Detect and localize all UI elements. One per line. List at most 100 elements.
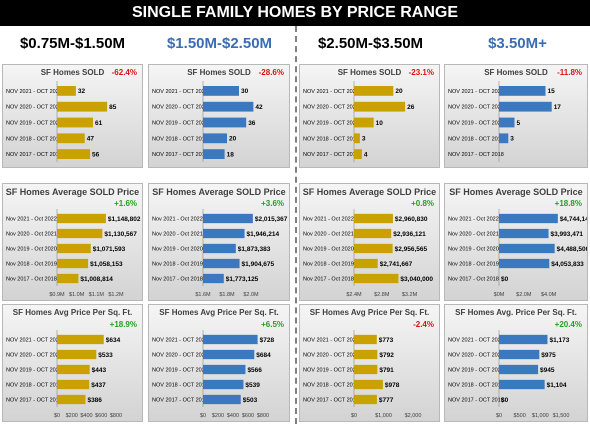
data-label: $2,960,830 bbox=[395, 216, 428, 223]
chart-title: SF Homes Avg. Price Per Sq. Ft. bbox=[455, 308, 577, 317]
chart-panel-avg-price-3: SF Homes Average SOLD Price +18.8% Nov 2… bbox=[444, 183, 588, 301]
category-label: NOV 2021 - OCT 2022 bbox=[448, 89, 504, 95]
chart-panel-sold-2: SF Homes SOLD -23.1% NOV 2021 - OCT 2022… bbox=[299, 64, 440, 168]
bar bbox=[57, 379, 90, 390]
tick-label: $0M bbox=[494, 292, 505, 298]
data-label: 20 bbox=[395, 88, 403, 95]
data-label: $1,058,153 bbox=[90, 261, 123, 268]
chart-panel-avg-price-1: SF Homes Average SOLD Price +3.6% Nov 20… bbox=[148, 183, 290, 301]
bar-chart-svg: NOV 2021 - OCT 2022 $728 NOV 2020 - OCT 20… bbox=[152, 330, 274, 419]
bar bbox=[203, 394, 241, 405]
data-label: 56 bbox=[92, 151, 100, 158]
data-label: $503 bbox=[243, 397, 258, 404]
bar bbox=[354, 101, 406, 112]
tick-label: $1,000 bbox=[532, 413, 549, 419]
category-label: NOV 2020 - OCT 2021 bbox=[6, 105, 62, 111]
data-label: $566 bbox=[247, 367, 262, 374]
category-label: NOV 2020 - OCT 2021 bbox=[152, 105, 208, 111]
column-header-1: $1.50M-$2.50M bbox=[166, 35, 273, 52]
data-label: $437 bbox=[91, 382, 106, 389]
data-label: 10 bbox=[376, 120, 384, 127]
bar bbox=[203, 213, 253, 224]
tick-label: $2,000 bbox=[405, 413, 422, 419]
tick-label: $600 bbox=[95, 413, 107, 419]
data-label: $1,773,125 bbox=[226, 276, 259, 283]
tick-label: $1,500 bbox=[553, 413, 570, 419]
change-percent: -11.8% bbox=[557, 68, 582, 77]
category-label: NOV 2019 - OCT 2020 bbox=[303, 368, 359, 374]
bar bbox=[57, 213, 106, 224]
bar bbox=[354, 117, 374, 128]
bar bbox=[499, 86, 546, 96]
category-label: Nov 2021 - Oct 2022 bbox=[6, 217, 57, 223]
category-label: Nov 2019 - Oct 2020 bbox=[6, 247, 57, 253]
bar bbox=[203, 273, 224, 284]
category-label: NOV 2017 - OCT 2018 bbox=[303, 152, 359, 158]
bar bbox=[499, 133, 509, 144]
chart-panel-sold-3: SF Homes SOLD -11.8% NOV 2021 - OCT 2022… bbox=[444, 64, 588, 168]
category-label: NOV 2018 - OCT 2019 bbox=[152, 136, 208, 142]
data-label: 32 bbox=[78, 88, 86, 95]
chart-panel-price-sqft-2: SF Homes Avg Price Per Sq. Ft. -2.4% NOV… bbox=[299, 304, 440, 422]
data-label: $1,071,593 bbox=[93, 246, 126, 253]
category-label: NOV 2018 - OCT 2019 bbox=[6, 136, 62, 142]
category-label: Nov 2017 - Oct 2018 bbox=[152, 277, 203, 283]
category-label: NOV 2021 - OCT 2022 bbox=[152, 89, 208, 95]
category-label: NOV 2019 - OCT 2020 bbox=[152, 368, 208, 374]
chart-panel-price-sqft-1: SF Homes Avg Price Per Sq. Ft. +6.5% NOV… bbox=[148, 304, 290, 422]
change-percent: -23.1% bbox=[408, 68, 434, 77]
bar bbox=[499, 379, 545, 390]
category-label: Nov 2019 - Oct 2020 bbox=[152, 247, 203, 253]
data-label: 20 bbox=[229, 136, 237, 143]
data-label: $978 bbox=[385, 382, 400, 389]
bar bbox=[354, 243, 393, 254]
data-label: 36 bbox=[248, 120, 256, 127]
tick-label: $800 bbox=[257, 413, 269, 419]
bar bbox=[499, 258, 550, 269]
category-label: NOV 2017 - OCT 2018 bbox=[448, 398, 504, 404]
bar bbox=[57, 101, 108, 112]
category-label: NOV 2021 - OCT 2022 bbox=[152, 338, 208, 344]
tick-label: $400 bbox=[80, 413, 92, 419]
data-label: $684 bbox=[256, 352, 271, 359]
category-label: NOV 2017 - OCT 2018 bbox=[6, 398, 62, 404]
change-percent: -62.4% bbox=[111, 68, 137, 77]
bar bbox=[354, 258, 378, 269]
data-label: $386 bbox=[87, 397, 102, 404]
data-label: $0 bbox=[501, 276, 509, 283]
tick-label: $4.0M bbox=[541, 292, 557, 298]
category-label: NOV 2021 - OCT 2022 bbox=[303, 89, 359, 95]
data-label: $777 bbox=[379, 397, 394, 404]
category-label: NOV 2019 - OCT 2020 bbox=[448, 121, 504, 127]
tick-label: $600 bbox=[242, 413, 254, 419]
category-label: Nov 2020 - Oct 2021 bbox=[303, 232, 354, 238]
column-divider bbox=[295, 26, 297, 424]
category-label: NOV 2020 - OCT 2021 bbox=[303, 353, 359, 359]
tick-label: $200 bbox=[212, 413, 224, 419]
bar bbox=[203, 86, 239, 96]
category-label: Nov 2019 - Oct 2020 bbox=[303, 247, 354, 253]
bar bbox=[354, 273, 399, 284]
data-label: $1,946,214 bbox=[247, 231, 280, 238]
tick-label: $2.0M bbox=[243, 292, 259, 298]
data-label: $773 bbox=[379, 337, 394, 344]
bar bbox=[203, 243, 236, 254]
data-label: 26 bbox=[407, 104, 415, 111]
tick-label: $1.8M bbox=[219, 292, 235, 298]
category-label: NOV 2019 - OCT 2020 bbox=[448, 368, 504, 374]
tick-label: $1.2M bbox=[108, 292, 124, 298]
category-label: NOV 2020 - OCT 2021 bbox=[152, 353, 208, 359]
data-label: $2,015,367 bbox=[255, 216, 288, 223]
data-label: 18 bbox=[227, 151, 235, 158]
column-header-2: $2.50M-$3.50M bbox=[317, 35, 424, 52]
tick-label: $1.0M bbox=[69, 292, 85, 298]
category-label: Nov 2018 - Oct 2019 bbox=[448, 262, 499, 268]
change-percent: +20.4% bbox=[554, 320, 582, 329]
data-label: $945 bbox=[540, 367, 555, 374]
bar bbox=[57, 394, 86, 405]
data-label: $1,873,383 bbox=[238, 246, 271, 253]
tick-label: $0 bbox=[351, 413, 357, 419]
bar bbox=[203, 133, 227, 144]
bar-chart-svg: NOV 2021 - OCT 2022 15 NOV 2020 - OCT 2021… bbox=[448, 81, 561, 162]
tick-label: $3.2M bbox=[402, 292, 418, 298]
